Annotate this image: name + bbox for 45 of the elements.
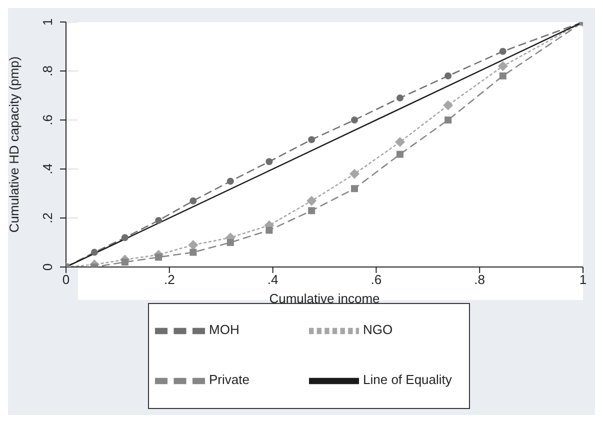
point [498,61,508,72]
x-tick-label: .2 [164,272,175,288]
y-tick-label: .8 [40,66,55,76]
point [499,72,506,80]
y-tick-label: .6 [40,114,55,126]
legend-label: NGO [363,322,394,338]
y-tick-label: .2 [40,212,55,224]
point [155,216,162,224]
point [349,168,360,179]
point [394,137,405,148]
point [308,207,316,214]
point [90,248,98,256]
point [155,254,162,261]
x-tick-label: .8 [474,272,486,288]
x-tick-label: .6 [370,272,382,288]
point [350,185,358,192]
y-tick-label: .4 [40,164,55,174]
x-tick-label: 1 [579,272,587,288]
legend-label: Line of Equality [363,372,453,388]
point [266,158,273,166]
point [121,258,128,266]
point [443,100,454,110]
y-tick-label: 1 [40,18,55,26]
point [188,240,198,250]
point [444,72,452,80]
point [226,239,234,246]
point [499,48,506,55]
point [190,197,197,204]
point [396,94,404,102]
x-tick-label: 0 [62,272,70,288]
point [226,178,234,185]
point [190,248,197,256]
y-axis-title: Cumulative HD capacity (pmp) [6,56,22,233]
point [444,116,452,124]
y-tick-label: 0 [40,263,55,271]
legend-label: Private [209,372,250,388]
point [306,196,317,206]
x-tick-label: .4 [267,272,278,288]
legend-label: MOH [209,322,240,338]
x-axis-title: Cumulative income [269,291,380,306]
point [396,150,404,158]
point [350,116,358,124]
point [121,234,128,242]
point [266,226,273,234]
point [308,136,316,144]
